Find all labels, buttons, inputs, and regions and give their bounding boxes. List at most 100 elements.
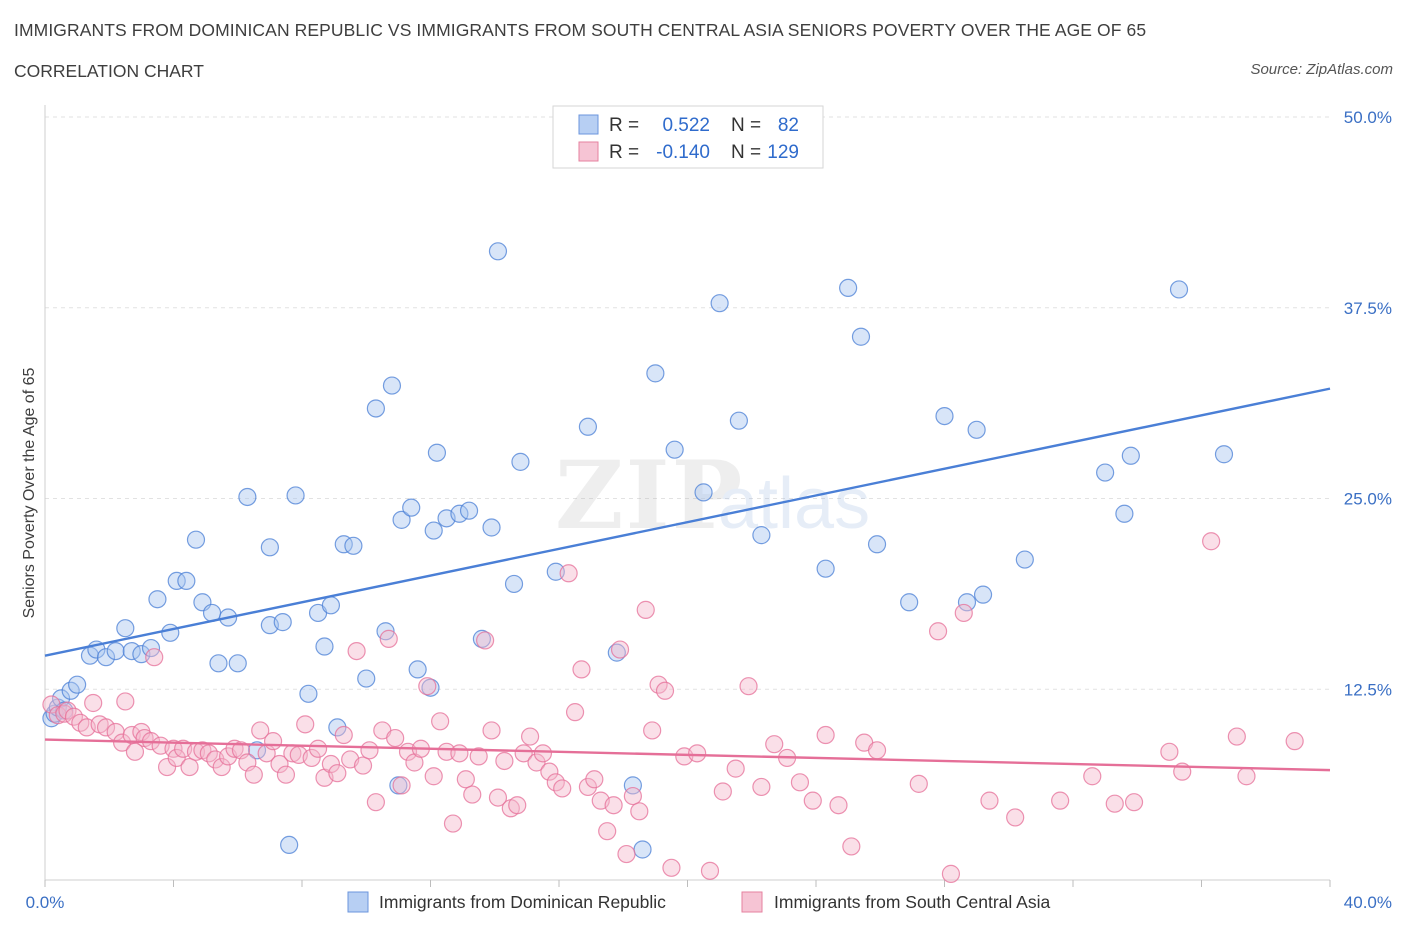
point-dominican-67 — [729, 411, 749, 430]
point-south-central-asia-44 — [308, 739, 328, 758]
point-dominican-54 — [482, 518, 501, 537]
point-south-central-asia-24 — [180, 757, 199, 777]
point-south-central-asia-67 — [456, 770, 475, 789]
x-tick-labels: 0.0% 40.0% — [26, 893, 1392, 912]
point-dominican-70 — [839, 278, 858, 298]
stats-legend-r-value-blue: 0.522 — [662, 115, 710, 136]
point-dominican-31 — [286, 486, 305, 505]
point-dominican-64 — [665, 440, 684, 459]
point-dominican-76 — [967, 420, 986, 439]
point-south-central-asia-77 — [520, 727, 540, 746]
point-south-central-asia-43 — [302, 748, 321, 768]
point-south-central-asia-122 — [1051, 791, 1070, 810]
x-ticks — [44, 880, 1331, 887]
point-south-central-asia-130 — [1237, 767, 1256, 786]
point-south-central-asia-0 — [42, 695, 61, 714]
point-dominican-72 — [867, 535, 887, 554]
point-south-central-asia-91 — [610, 640, 630, 659]
point-south-central-asia-126 — [1160, 742, 1179, 761]
x-tick-label-1: 40.0% — [1344, 893, 1392, 912]
point-south-central-asia-65 — [443, 814, 463, 833]
point-south-central-asia-7 — [84, 693, 103, 713]
point-south-central-asia-20 — [157, 757, 177, 777]
point-south-central-asia-117 — [928, 622, 948, 641]
point-dominican-18 — [177, 571, 196, 591]
point-south-central-asia-51 — [353, 756, 373, 775]
bottom-legend-label-blue: Immigrants from Dominican Republic — [379, 892, 666, 912]
point-south-central-asia-128 — [1202, 532, 1221, 551]
point-south-central-asia-52 — [360, 741, 379, 760]
point-dominican-74 — [935, 406, 954, 426]
stats-legend-r-label-pink: R = — [609, 142, 639, 163]
point-south-central-asia-85 — [572, 660, 591, 679]
point-dominican-16 — [161, 623, 180, 642]
point-dominican-6 — [68, 675, 87, 694]
point-south-central-asia-56 — [386, 728, 405, 748]
point-south-central-asia-106 — [752, 777, 771, 797]
point-south-central-asia-76 — [514, 744, 533, 763]
point-dominican-57 — [511, 452, 530, 471]
point-dominican-25 — [238, 487, 257, 507]
point-south-central-asia-93 — [623, 786, 642, 806]
point-south-central-asia-12 — [116, 692, 135, 711]
point-dominican-37 — [334, 535, 353, 554]
point-south-central-asia-119 — [954, 603, 973, 623]
point-dominican-56 — [504, 574, 524, 594]
y-tick-label-1: 25.0% — [1344, 490, 1392, 509]
point-south-central-asia-84 — [565, 703, 585, 722]
bottom-legend-label-pink: Immigrants from South Central Asia — [774, 892, 1050, 912]
bottom-legend-swatch-blue — [347, 891, 369, 913]
x-tick-label-0: 0.0% — [26, 893, 65, 912]
point-south-central-asia-116 — [909, 774, 928, 793]
point-south-central-asia-39 — [276, 765, 296, 784]
point-south-central-asia-80 — [540, 762, 559, 781]
point-south-central-asia-96 — [643, 721, 662, 740]
point-dominican-71 — [851, 327, 871, 346]
chart-title: IMMIGRANTS FROM DOMINICAN REPUBLIC VS IM… — [14, 20, 1147, 40]
point-south-central-asia-63 — [431, 712, 450, 731]
point-dominican-11 — [116, 619, 135, 638]
point-south-central-asia-29 — [212, 757, 231, 777]
point-dominican-52 — [459, 501, 479, 520]
stats-legend-r-value-pink: -0.140 — [656, 142, 710, 163]
point-south-central-asia-61 — [418, 677, 437, 696]
point-south-central-asia-104 — [726, 759, 745, 778]
trendlines — [44, 387, 1331, 772]
point-south-central-asia-110 — [803, 791, 822, 810]
point-dominican-44 — [392, 510, 411, 529]
point-dominican-38 — [344, 536, 363, 555]
point-south-central-asia-72 — [488, 788, 508, 807]
point-dominican-30 — [280, 835, 299, 855]
point-dominican-60 — [607, 643, 626, 662]
point-dominican-75 — [957, 593, 977, 612]
chart-subtitle: CORRELATION CHART — [14, 61, 204, 81]
point-dominican-15 — [148, 590, 167, 609]
point-south-central-asia-124 — [1105, 794, 1124, 813]
point-dominican-62 — [633, 840, 652, 859]
point-south-central-asia-78 — [527, 753, 546, 772]
stats-legend-n-label-blue: N = — [731, 115, 761, 136]
stats-legend-n-value-pink: 129 — [767, 142, 799, 163]
point-dominican-81 — [1121, 446, 1140, 465]
point-dominican-29 — [273, 613, 292, 632]
point-south-central-asia-105 — [739, 677, 758, 696]
point-south-central-asia-38 — [270, 754, 289, 774]
point-dominican-78 — [1015, 550, 1034, 569]
gridlines — [45, 116, 1330, 690]
point-south-central-asia-83 — [559, 564, 578, 583]
point-south-central-asia-42 — [296, 715, 315, 734]
point-dominican-82 — [1169, 280, 1189, 299]
point-dominican-19 — [186, 530, 206, 549]
point-south-central-asia-66 — [450, 744, 469, 763]
y-tick-label-2: 37.5% — [1344, 299, 1392, 318]
points-south-central-asia — [42, 532, 1304, 883]
y-tick-label-0: 12.5% — [1344, 680, 1392, 699]
y-tick-label-3: 50.0% — [1344, 108, 1392, 127]
point-dominican-42 — [382, 376, 402, 395]
point-south-central-asia-34 — [244, 765, 263, 784]
point-south-central-asia-90 — [604, 796, 623, 815]
point-dominican-49 — [427, 443, 447, 462]
point-south-central-asia-9 — [96, 718, 116, 737]
point-dominican-45 — [402, 498, 421, 517]
stats-legend: R = 0.522 N = 82 R = -0.140 N = 129 — [552, 105, 824, 169]
